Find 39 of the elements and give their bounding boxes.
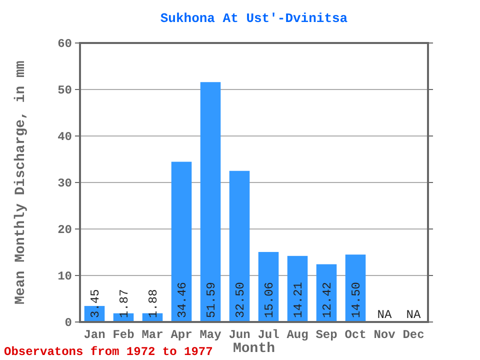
y-tick-label: 20 — [58, 223, 72, 238]
x-tick-label: Dec — [402, 328, 424, 342]
data-label: 12.42 — [320, 282, 335, 318]
x-tick-label: Jun — [228, 328, 250, 342]
x-tick-label: Jul — [258, 328, 280, 342]
y-tick-label: 0 — [64, 316, 72, 330]
data-label: 1.88 — [146, 289, 161, 318]
data-label: 14.21 — [292, 282, 306, 318]
y-tick-label: 60 — [58, 37, 72, 52]
x-tick-label: Feb — [112, 328, 134, 342]
bar — [171, 162, 192, 322]
x-tick-label: Mar — [142, 328, 164, 342]
x-tick-label: Aug — [286, 328, 308, 342]
data-label: 1.87 — [118, 289, 132, 318]
bar — [287, 256, 308, 322]
text: Observatons from 1972 to 1977 — [4, 345, 213, 359]
data-label: 15.06 — [262, 282, 277, 318]
y-tick-label: 30 — [58, 176, 72, 191]
data-label: 14.50 — [350, 282, 364, 318]
y-tick-label: 10 — [58, 270, 72, 284]
x-tick-label: May — [200, 328, 222, 342]
y-tick-label: 40 — [58, 130, 72, 144]
x-tick-label: Oct — [344, 328, 366, 342]
text: NA — [377, 308, 392, 322]
bar — [200, 82, 221, 322]
y-tick-label: 50 — [58, 84, 72, 98]
data-label: 51.59 — [204, 282, 219, 318]
text: NA — [406, 308, 421, 322]
x-tick-label: Apr — [170, 328, 192, 342]
chart-title: Sukhona At Ust'-Dvinitsa — [160, 11, 348, 26]
data-label: 34.46 — [176, 282, 190, 318]
x-tick-label: Nov — [374, 328, 396, 342]
x-tick-label: Sep — [316, 328, 338, 342]
x-axis-title: Month — [232, 341, 276, 357]
bar — [229, 170, 250, 322]
data-label: 3.45 — [88, 289, 103, 318]
x-tick-label: Jan — [84, 328, 106, 342]
data-label: 32.50 — [234, 282, 248, 318]
y-axis-title: Mean Monthly Discharge, in mm — [13, 60, 29, 304]
